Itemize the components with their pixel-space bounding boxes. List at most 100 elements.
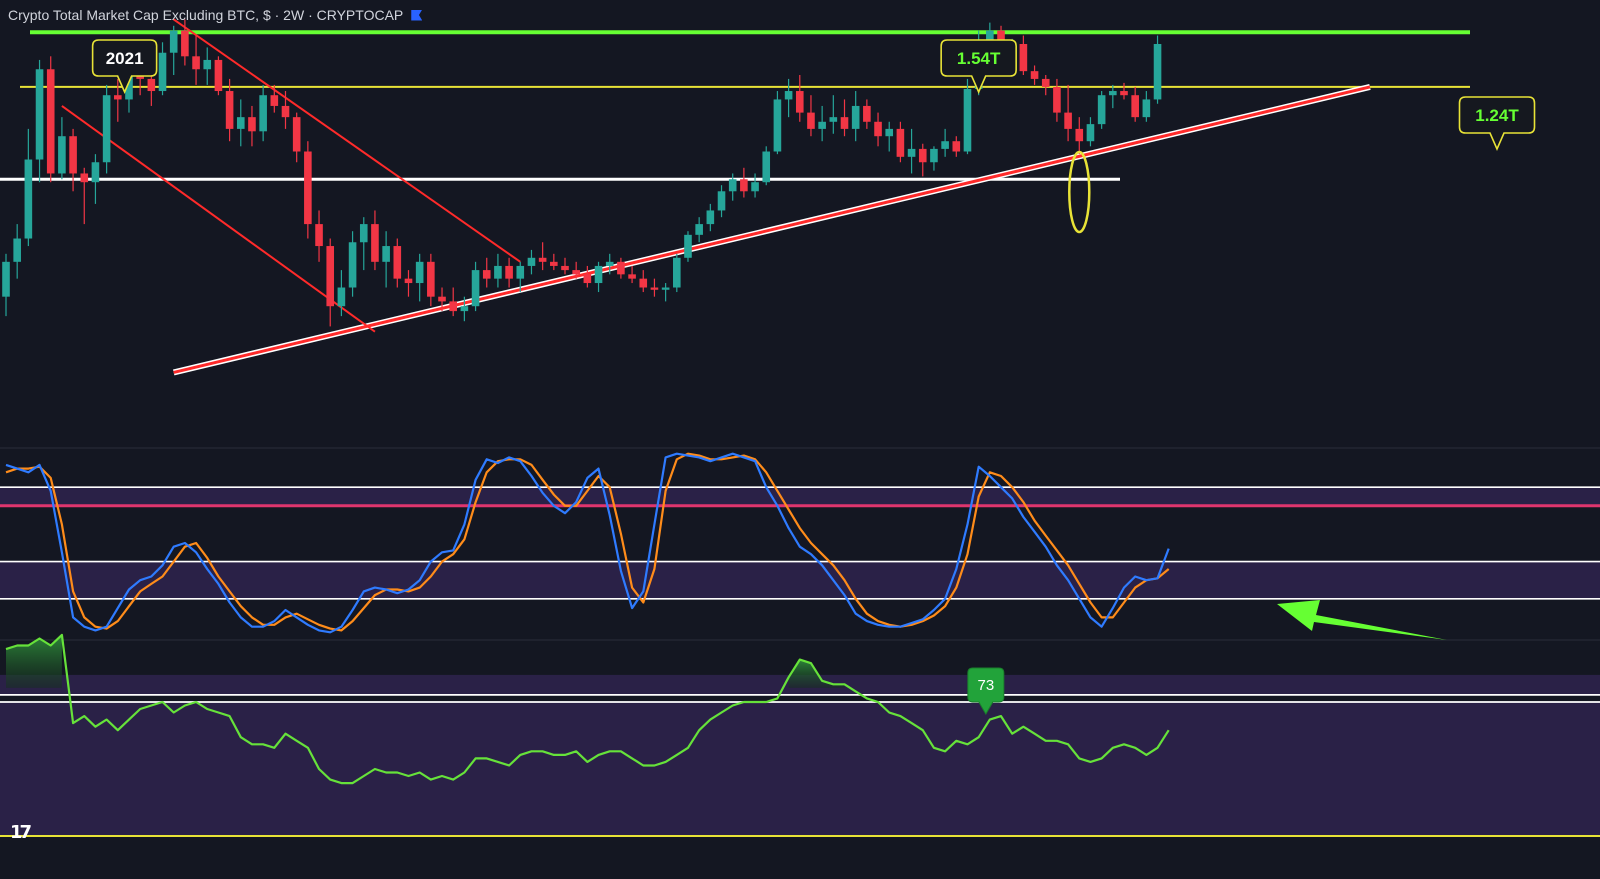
candle bbox=[661, 283, 670, 302]
candle-body bbox=[371, 224, 379, 262]
candle bbox=[147, 71, 156, 106]
candle bbox=[1030, 65, 1039, 85]
candle-body bbox=[918, 148, 927, 163]
candle-body bbox=[80, 173, 89, 183]
candle-body bbox=[427, 261, 435, 297]
callout-2021-label: 2021 bbox=[106, 49, 144, 68]
candle bbox=[673, 253, 681, 293]
stoch-upper-band bbox=[0, 487, 1600, 506]
candle-body bbox=[13, 238, 21, 262]
candle bbox=[527, 249, 536, 275]
candle bbox=[348, 231, 357, 297]
tradingview-logo-icon[interactable]: 17 bbox=[10, 822, 32, 843]
stoch-lower-band bbox=[0, 561, 1600, 599]
candle bbox=[2, 253, 10, 317]
candle bbox=[58, 117, 66, 180]
candle-body bbox=[2, 261, 10, 297]
candle bbox=[80, 167, 89, 225]
candle-body bbox=[181, 30, 189, 57]
candle bbox=[773, 91, 782, 155]
candle-body bbox=[728, 179, 737, 192]
candle-body bbox=[863, 105, 871, 122]
candle bbox=[337, 270, 346, 317]
candle-body bbox=[896, 128, 905, 157]
candle bbox=[114, 78, 122, 122]
candle-body bbox=[706, 210, 715, 225]
candle bbox=[46, 56, 55, 183]
candle bbox=[505, 257, 513, 288]
candle bbox=[225, 78, 234, 142]
candle bbox=[728, 173, 737, 201]
candle bbox=[304, 141, 312, 239]
candle-body bbox=[304, 151, 312, 225]
callout-peak: 1.54T bbox=[940, 39, 1017, 94]
candle-body bbox=[214, 59, 223, 92]
candle-body bbox=[259, 95, 267, 132]
candle bbox=[214, 56, 223, 96]
candle bbox=[169, 25, 178, 76]
price-pane bbox=[0, 18, 1470, 376]
candle-body bbox=[673, 257, 681, 288]
flag-icon[interactable] bbox=[411, 10, 422, 21]
candle-body bbox=[628, 274, 636, 279]
callout-current: 1.24T bbox=[1458, 96, 1536, 151]
candle bbox=[605, 253, 614, 275]
candle-body bbox=[594, 265, 603, 284]
candle bbox=[1097, 91, 1106, 129]
rising-support-line bbox=[173, 85, 1371, 374]
chart-title[interactable]: Crypto Total Market Cap Excluding BTC, $… bbox=[8, 7, 404, 23]
candle bbox=[494, 253, 502, 288]
candle-body bbox=[337, 287, 346, 307]
candle-body bbox=[1120, 91, 1128, 96]
candle bbox=[840, 99, 849, 137]
candle-body bbox=[292, 117, 301, 152]
candle bbox=[762, 146, 771, 186]
candle-body bbox=[393, 246, 402, 279]
candle bbox=[516, 261, 525, 293]
candle bbox=[1064, 84, 1072, 142]
candle bbox=[181, 19, 189, 66]
candle bbox=[281, 91, 290, 129]
candle bbox=[650, 278, 659, 297]
candle-body bbox=[840, 117, 849, 129]
candle bbox=[248, 105, 256, 147]
candle-body bbox=[169, 30, 178, 53]
candle-body bbox=[91, 162, 100, 183]
candle bbox=[740, 167, 748, 198]
candle-body bbox=[941, 141, 949, 149]
candle bbox=[594, 261, 603, 293]
retest-ellipse bbox=[1068, 150, 1091, 234]
candle-body bbox=[203, 59, 212, 70]
candle bbox=[1120, 82, 1128, 100]
candle-body bbox=[527, 257, 536, 266]
candle-body bbox=[695, 224, 703, 235]
candle-body bbox=[404, 278, 413, 284]
candle-body bbox=[69, 136, 77, 174]
candle-body bbox=[1131, 95, 1139, 118]
callout-rsi-box bbox=[967, 667, 1005, 715]
candle-body bbox=[248, 117, 256, 132]
candle bbox=[382, 231, 390, 288]
candle bbox=[404, 270, 413, 297]
candle bbox=[561, 257, 569, 275]
candle-body bbox=[270, 95, 279, 106]
candle-body bbox=[35, 69, 44, 160]
candle-body bbox=[963, 88, 972, 152]
candle bbox=[1053, 78, 1061, 122]
candle bbox=[538, 242, 547, 271]
candle bbox=[572, 261, 580, 279]
candle bbox=[371, 210, 379, 271]
candle-body bbox=[58, 136, 66, 174]
chart-title-bar: Crypto Total Market Cap Excluding BTC, $… bbox=[8, 5, 422, 25]
candle bbox=[617, 257, 625, 279]
candle bbox=[1086, 117, 1095, 147]
candle bbox=[851, 91, 860, 142]
candle-body bbox=[24, 159, 33, 239]
candle-body bbox=[516, 265, 525, 279]
candle bbox=[102, 84, 111, 174]
callout-rsi-label: 73 bbox=[977, 677, 994, 694]
candle bbox=[326, 238, 335, 327]
candle bbox=[896, 121, 905, 163]
candle-body bbox=[952, 141, 961, 152]
